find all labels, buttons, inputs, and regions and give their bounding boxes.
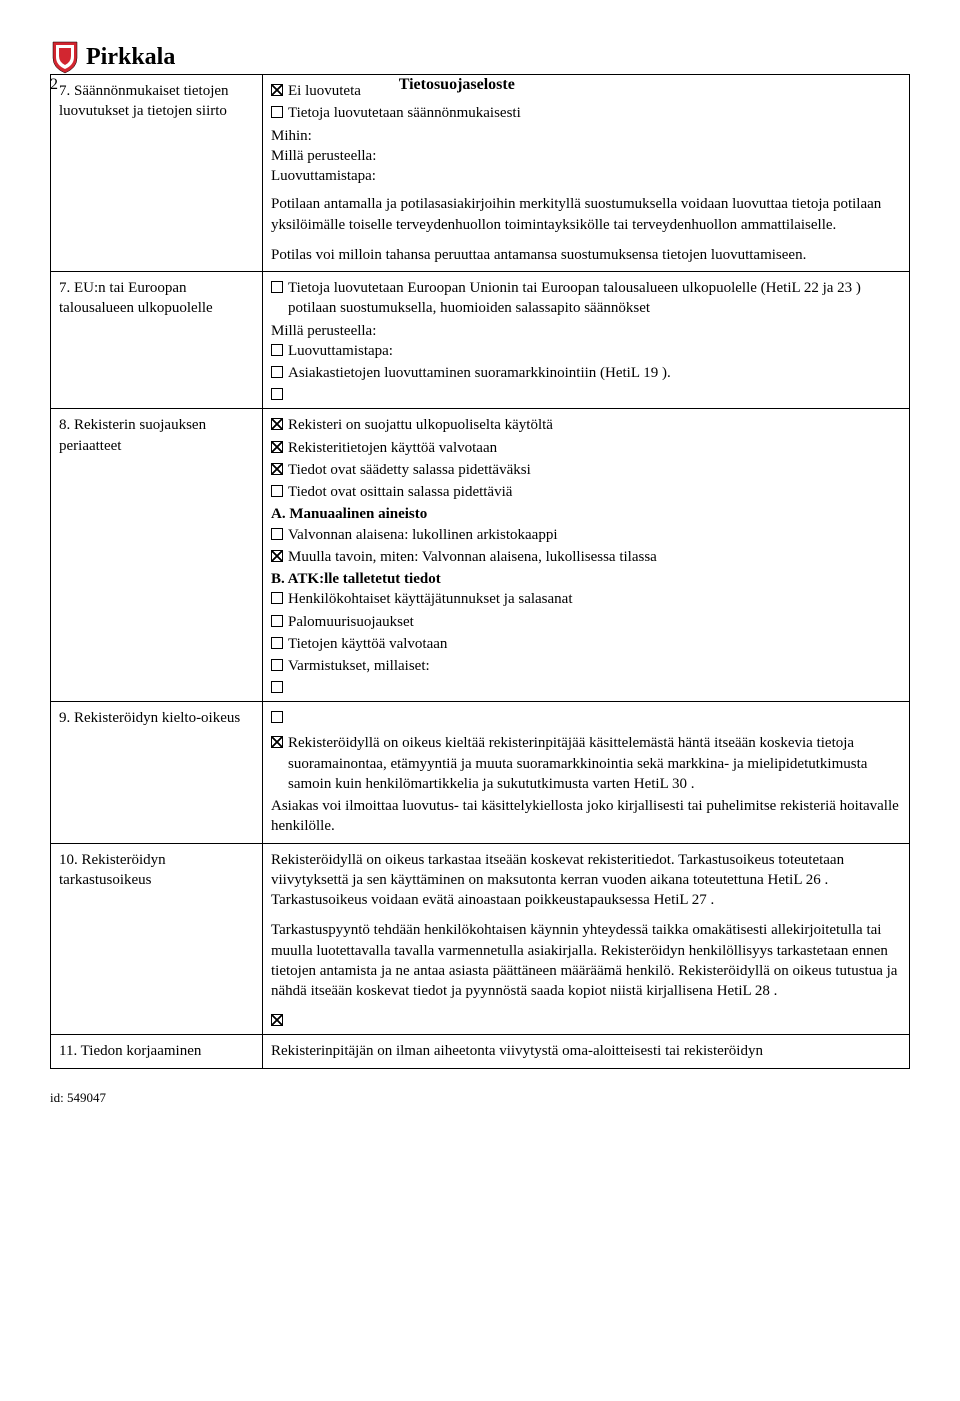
section-content: Rekisterinpitäjän on ilman aiheetonta vi… — [263, 1035, 910, 1068]
table-row: 8. Rekisterin suojauksen periaatteet Reki… — [51, 409, 910, 702]
section-content: Rekisteröidyllä on oikeus tarkastaa itse… — [263, 843, 910, 1035]
checkbox-icon — [271, 84, 283, 96]
checkbox-icon — [271, 681, 283, 693]
shield-icon — [50, 40, 80, 74]
checkbox-label: Palomuurisuojaukset — [288, 612, 414, 632]
section-label: 10. Rekisteröidyn tarkastusoikeus — [51, 843, 263, 1035]
checkbox-icon — [271, 366, 283, 378]
checkbox-icon — [271, 106, 283, 118]
text-line: Millä perusteella: — [271, 321, 901, 341]
checkbox-label: Tiedot ovat osittain salassa pidettäviä — [288, 482, 512, 502]
checkbox-label: Rekisteritietojen käyttöä valvotaan — [288, 438, 497, 458]
text-line: Rekisterinpitäjän on ilman aiheetonta vi… — [271, 1041, 901, 1061]
checkbox-row: Palomuurisuojaukset — [271, 612, 901, 632]
doc-title: Tietosuojaseloste — [399, 74, 515, 96]
checkbox-label: Muulla tavoin, miten: Valvonnan alaisena… — [288, 547, 657, 567]
checkbox-icon — [271, 441, 283, 453]
section-label: 7. Säännönmukaiset tietojen luovutukset … — [51, 75, 263, 272]
checkbox-row — [271, 1011, 901, 1026]
text-line: Mihin: — [271, 126, 901, 146]
section-label: 7. EU:n tai Euroopan talousalueen ulkopu… — [51, 272, 263, 409]
checkbox-row: Tietoja luovutetaan säännönmukaisesti — [271, 103, 901, 123]
checkbox-label: Tiedot ovat säädetty salassa pidettäväks… — [288, 460, 531, 480]
checkbox-icon — [271, 344, 283, 356]
checkbox-label: Varmistukset, millaiset: — [288, 656, 430, 676]
spacer — [271, 186, 901, 194]
section-content: Tietoja luovutetaan Euroopan Unionin tai… — [263, 272, 910, 409]
section-label: 8. Rekisterin suojauksen periaatteet — [51, 409, 263, 702]
table-row: 7. EU:n tai Euroopan talousalueen ulkopu… — [51, 272, 910, 409]
text-heading: B. ATK:lle talletetut tiedot — [271, 569, 901, 589]
checkbox-row — [271, 678, 901, 693]
checkbox-row: Luovuttamistapa: — [271, 341, 901, 361]
checkbox-icon — [271, 1014, 283, 1026]
text-line: Millä perusteella: — [271, 146, 901, 166]
checkbox-row: Rekisteri on suojattu ulkopuoliselta käy… — [271, 415, 901, 435]
checkbox-label: Asiakastietojen luovuttaminen suoramarkk… — [288, 363, 671, 383]
checkbox-icon — [271, 388, 283, 400]
checkbox-row: Henkilökohtaiset käyttäjätunnukset ja sa… — [271, 589, 901, 609]
table-row: 10. Rekisteröidyn tarkastusoikeusRekiste… — [51, 843, 910, 1035]
checkbox-row: Tietojen käyttöä valvotaan — [271, 634, 901, 654]
footer-id: id: 549047 — [50, 1089, 910, 1107]
brand-logo: Pirkkala — [50, 40, 910, 74]
table-row: 7. Säännönmukaiset tietojen luovutukset … — [51, 75, 910, 272]
checkbox-icon — [271, 281, 283, 293]
checkbox-icon — [271, 637, 283, 649]
checkbox-row: Asiakastietojen luovuttaminen suoramarkk… — [271, 363, 901, 383]
checkbox-icon — [271, 550, 283, 562]
checkbox-row: Tietoja luovutetaan Euroopan Unionin tai… — [271, 278, 901, 319]
page-header: Pirkkala Tietosuojaseloste 2 — [50, 40, 910, 74]
paragraph: Tarkastuspyyntö tehdään henkilökohtaisen… — [271, 920, 901, 1001]
checkbox-icon — [271, 659, 283, 671]
checkbox-icon — [271, 736, 283, 748]
section-content: Rekisteri on suojattu ulkopuoliselta käy… — [263, 409, 910, 702]
checkbox-label: Rekisteröidyllä on oikeus kieltää rekist… — [288, 733, 901, 794]
checkbox-row: Muulla tavoin, miten: Valvonnan alaisena… — [271, 547, 901, 567]
checkbox-icon — [271, 463, 283, 475]
brand-name: Pirkkala — [86, 41, 175, 73]
checkbox-icon — [271, 418, 283, 430]
text-heading: A. Manuaalinen aineisto — [271, 504, 901, 524]
checkbox-row: Tiedot ovat osittain salassa pidettäviä — [271, 482, 901, 502]
checkbox-row — [271, 385, 901, 400]
paragraph: Potilas voi milloin tahansa peruuttaa an… — [271, 245, 901, 265]
table-row: 9. Rekisteröidyn kielto-oikeus Rekisteröi… — [51, 702, 910, 843]
section-content: Rekisteröidyllä on oikeus kieltää rekist… — [263, 702, 910, 843]
checkbox-label: Tietoja luovutetaan säännönmukaisesti — [288, 103, 521, 123]
checkbox-label: Valvonnan alaisena: lukollinen arkistoka… — [288, 525, 558, 545]
checkbox-icon — [271, 711, 283, 723]
checkbox-row — [271, 708, 901, 723]
checkbox-icon — [271, 592, 283, 604]
checkbox-label: Luovuttamistapa: — [288, 341, 393, 361]
checkbox-row: Varmistukset, millaiset: — [271, 656, 901, 676]
section-content: Ei luovutetaTietoja luovutetaan säännönm… — [263, 75, 910, 272]
section-label: 9. Rekisteröidyn kielto-oikeus — [51, 702, 263, 843]
checkbox-row: Valvonnan alaisena: lukollinen arkistoka… — [271, 525, 901, 545]
checkbox-label: Tietojen käyttöä valvotaan — [288, 634, 447, 654]
checkbox-label: Henkilökohtaiset käyttäjätunnukset ja sa… — [288, 589, 573, 609]
checkbox-icon — [271, 615, 283, 627]
checkbox-row: Rekisteröidyllä on oikeus kieltää rekist… — [271, 733, 901, 794]
checkbox-row: Tiedot ovat säädetty salassa pidettäväks… — [271, 460, 901, 480]
text-line: Luovuttamistapa: — [271, 166, 901, 186]
table-row: 11. Tiedon korjaaminen Rekisterinpitäjän … — [51, 1035, 910, 1068]
paragraph: Rekisteröidyllä on oikeus tarkastaa itse… — [271, 850, 901, 911]
checkbox-label: Rekisteri on suojattu ulkopuoliselta käy… — [288, 415, 553, 435]
paragraph: Potilaan antamalla ja potilasasiakirjoih… — [271, 194, 901, 235]
checkbox-row: Rekisteritietojen käyttöä valvotaan — [271, 438, 901, 458]
spacer — [271, 725, 901, 733]
checkbox-label: Tietoja luovutetaan Euroopan Unionin tai… — [288, 278, 901, 319]
section-label: 11. Tiedon korjaaminen — [51, 1035, 263, 1068]
checkbox-icon — [271, 485, 283, 497]
content-table: 7. Säännönmukaiset tietojen luovutukset … — [50, 74, 910, 1069]
text-line: Asiakas voi ilmoittaa luovutus- tai käsi… — [271, 796, 901, 837]
checkbox-icon — [271, 528, 283, 540]
